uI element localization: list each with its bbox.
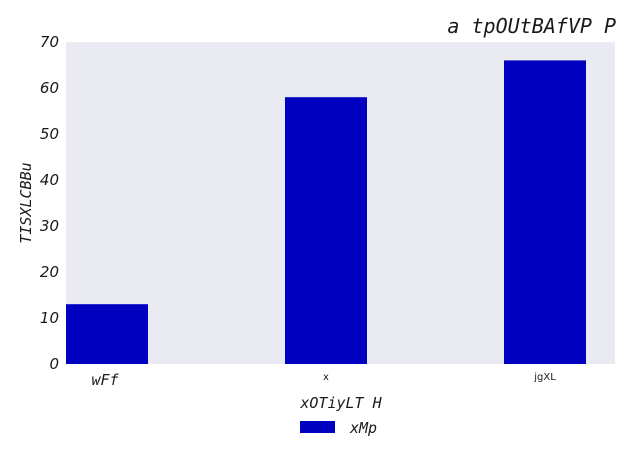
bar-2 xyxy=(504,60,586,365)
x-axis-label: xOTiyLT H xyxy=(299,394,382,412)
y-tick-label-5: 50 xyxy=(40,125,59,143)
y-tick-label-7: 70 xyxy=(40,33,59,51)
y-axis-label: TISXLCBBu xyxy=(17,162,35,243)
legend-swatch xyxy=(300,421,335,433)
legend-label: xMp xyxy=(349,419,377,437)
x-tick-labels: wFf x jgXL xyxy=(91,371,556,389)
legend: xMp xyxy=(300,419,377,437)
y-tick-label-3: 30 xyxy=(40,217,59,235)
y-tick-label-0: 0 xyxy=(49,355,59,373)
y-tick-label-2: 20 xyxy=(40,263,59,281)
x-tick-label-0: wFf xyxy=(91,371,119,389)
y-tick-label-4: 40 xyxy=(40,171,59,189)
y-tick-label-1: 10 xyxy=(40,309,59,327)
bar-1 xyxy=(285,97,367,364)
x-tick-label-1: x xyxy=(323,372,329,383)
x-tick-label-2: jgXL xyxy=(533,372,556,383)
bar-0 xyxy=(66,304,148,364)
bars-group xyxy=(66,60,586,365)
y-tick-label-6: 60 xyxy=(40,79,59,97)
chart-title: a tpOUtBAfVP P xyxy=(447,14,616,38)
y-tick-labels: 0 10 20 30 40 50 60 70 xyxy=(40,33,59,373)
